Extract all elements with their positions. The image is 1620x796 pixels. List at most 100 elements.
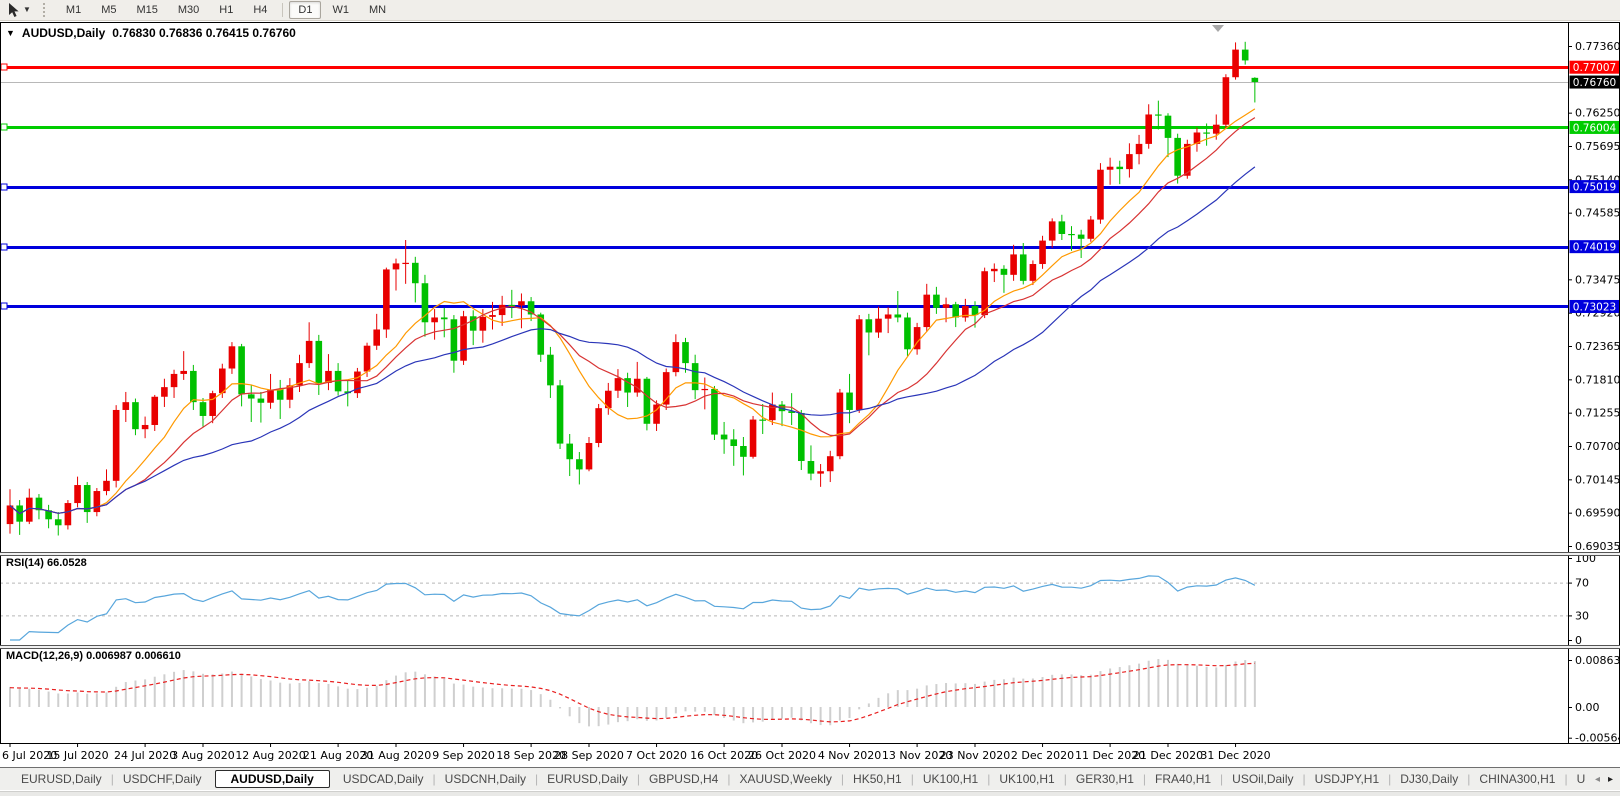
dropdown-caret-icon[interactable]: ▼ [23, 5, 31, 14]
chart-tab-gbpusd-h4[interactable]: GBPUSD,H4 [648, 772, 719, 786]
date-label: 31 Aug 2020 [361, 749, 431, 762]
candle-body [991, 268, 998, 272]
candle-body [180, 370, 187, 374]
line-anchor-handle[interactable] [0, 63, 8, 71]
candle-body [315, 340, 323, 383]
candle-body [1155, 114, 1162, 116]
timeframe-button-h1[interactable]: H1 [219, 4, 234, 16]
candle-body [170, 373, 178, 388]
candle-body [672, 342, 680, 373]
macd-signal-line [9, 662, 1255, 723]
date-label: 12 Aug 2020 [235, 749, 305, 762]
date-label: 18 Sep 2020 [496, 749, 566, 762]
candle-body [296, 363, 303, 386]
timeframe-button-w1[interactable]: W1 [332, 4, 349, 16]
candle-body [682, 342, 689, 364]
chart-tab-usoil-daily[interactable]: USOil,Daily [1232, 772, 1294, 786]
line-anchor-handle[interactable] [0, 123, 8, 131]
candle-body [363, 345, 371, 372]
candle-body [431, 317, 438, 323]
cursor-tool-group[interactable]: ▼ [4, 2, 33, 18]
tab-separator: | [1220, 772, 1224, 786]
timeframe-button-m5[interactable]: M5 [101, 4, 117, 16]
price-tick-label: 0.69590 [1575, 507, 1620, 520]
line-anchor-handle[interactable] [0, 243, 8, 251]
price-axis[interactable]: 0.773600.762500.756950.751400.745850.734… [1568, 22, 1620, 745]
candle-body [1068, 233, 1075, 236]
candle-body [1010, 254, 1017, 275]
timeframe-button-m1[interactable]: M1 [65, 4, 82, 16]
chart-tab-usdcad-daily[interactable]: USDCAD,Daily [342, 772, 424, 786]
chart-tab-hk50-h1[interactable]: HK50,H1 [853, 772, 902, 786]
chart-shift-marker[interactable] [1212, 25, 1224, 32]
line-anchor-handle[interactable] [0, 302, 8, 310]
candle-body [122, 402, 130, 410]
candle-body [749, 419, 757, 457]
candle-body [508, 304, 516, 307]
chart-tab-xauusd-weekly[interactable]: XAUUSD,Weekly [739, 772, 832, 786]
chart-tab-ger30-h1[interactable]: GER30,H1 [1075, 772, 1134, 786]
candle-body [614, 378, 622, 391]
price-tick-label: 0.77360 [1575, 40, 1620, 53]
tab-scroll-left-icon[interactable]: ◂ [1594, 773, 1600, 785]
chart-tab-usdcnh-daily[interactable]: USDCNH,Daily [444, 772, 527, 786]
candle-body [383, 269, 390, 330]
candle-body [1135, 143, 1143, 155]
candle-body [421, 283, 429, 323]
chart-tab-audusd-daily[interactable]: AUDUSD,Daily [214, 770, 330, 788]
chart-tab-u[interactable]: U [1576, 772, 1586, 786]
candle-body [904, 317, 911, 350]
candle-body [798, 412, 805, 462]
cursor-tool-icon[interactable] [6, 2, 21, 18]
chart-ohlc-values: 0.76830 0.76836 0.76415 0.76760 [112, 26, 296, 40]
candle-body [45, 510, 52, 520]
date-label: 11 Dec 2020 [1075, 749, 1145, 762]
chart-tab-dj30-daily[interactable]: DJ30,Daily [1400, 772, 1459, 786]
chart-tab-fra40-h1[interactable]: FRA40,H1 [1155, 772, 1212, 786]
chart-tab-uk100-h1[interactable]: UK100,H1 [922, 772, 979, 786]
chart-tab-eurusd-daily[interactable]: EURUSD,Daily [21, 772, 102, 786]
toolbar-grip[interactable] [42, 3, 48, 17]
candle-body [788, 411, 795, 413]
candle-body [1222, 77, 1230, 125]
tab-scroll-arrows: ◂ ▸ [1590, 768, 1617, 790]
price-badge-label: 0.74019 [1573, 242, 1616, 254]
chart-tab-usdchf-daily[interactable]: USDCHF,Daily [122, 772, 202, 786]
price-badge [1569, 240, 1620, 254]
price-badge-label: 0.75019 [1573, 182, 1616, 194]
chart-tab-uk100-h1[interactable]: UK100,H1 [999, 772, 1055, 786]
tab-scroll-right-icon[interactable]: ▸ [1607, 773, 1613, 785]
candle-body [1184, 143, 1191, 176]
candle-body [971, 306, 979, 316]
price-badge [1569, 299, 1620, 313]
candle-body [151, 396, 159, 425]
price-axis-background [1569, 22, 1620, 743]
candle-body [1019, 254, 1027, 281]
price-tick-label: 0.73475 [1575, 273, 1620, 286]
chart-tab-eurusd-daily[interactable]: EURUSD,Daily [547, 772, 628, 786]
price-tick-label: 0.71810 [1575, 373, 1620, 386]
candle-body [643, 378, 651, 424]
chart-tab-china300-h1[interactable]: CHINA300,H1 [1479, 772, 1556, 786]
candle-body [161, 387, 168, 397]
collapse-chart-icon[interactable]: ▼ [6, 28, 15, 38]
candle-body [605, 390, 612, 409]
timeframe-button-m15[interactable]: M15 [136, 4, 158, 16]
line-anchor-handle[interactable] [0, 183, 8, 191]
timeframe-button-mn[interactable]: MN [368, 4, 387, 16]
rsi-panel [0, 575, 1568, 641]
candle-body [257, 398, 265, 403]
date-label: 21 Aug 2020 [303, 749, 373, 762]
panel-splitter[interactable] [0, 553, 1620, 555]
tab-separator: | [1142, 772, 1147, 786]
tab-separator: | [1388, 772, 1392, 786]
candle-body [74, 485, 81, 504]
timeframe-button-h4[interactable]: H4 [253, 4, 268, 16]
candle-body [624, 378, 631, 393]
panel-splitter[interactable] [0, 646, 1620, 648]
chart-background [0, 22, 1620, 743]
timeframe-button-m30[interactable]: M30 [177, 4, 200, 16]
chart-tab-usdjpy-h1[interactable]: USDJPY,H1 [1314, 772, 1380, 786]
timeframe-button-d1[interactable]: D1 [289, 1, 322, 19]
